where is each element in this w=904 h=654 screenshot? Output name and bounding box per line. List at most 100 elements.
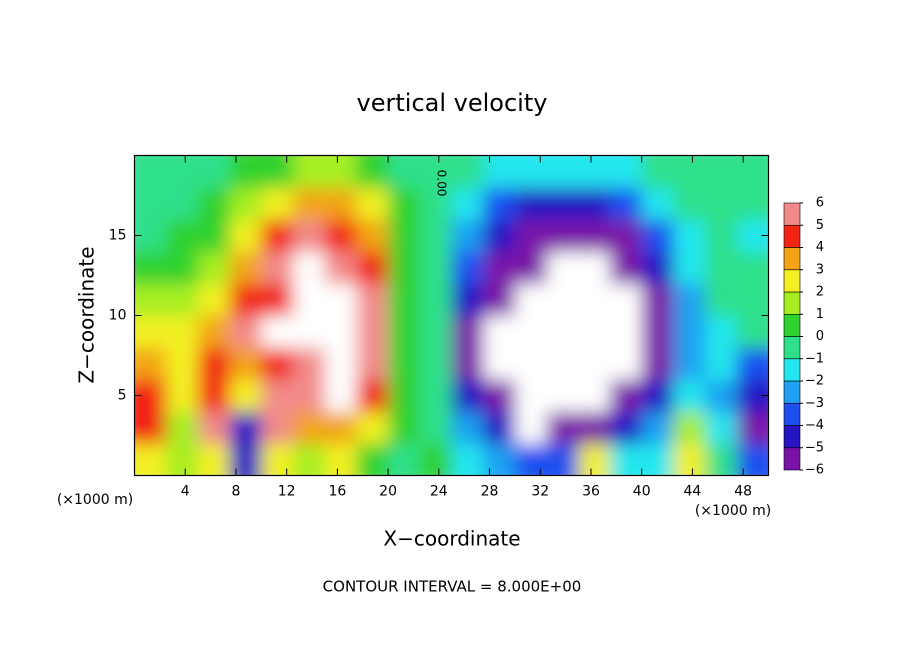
field-cell [578, 187, 611, 220]
field-cell [641, 347, 674, 380]
x-tick-label: 8 [231, 484, 240, 500]
field-cell [388, 219, 421, 252]
field-cell [166, 379, 199, 412]
field-cell [483, 187, 516, 220]
field-cell [578, 283, 611, 316]
colorbar-swatch [783, 447, 801, 471]
field-cell [673, 283, 706, 316]
field-cell [293, 347, 326, 380]
field-cell [546, 283, 579, 316]
field-cell [705, 283, 738, 316]
field-cell [229, 347, 262, 380]
field-cell [451, 347, 484, 380]
field-cell [451, 443, 484, 475]
field-cell [578, 251, 611, 284]
colorbar-swatch [783, 313, 801, 337]
field-cell [514, 411, 548, 444]
field-cell [229, 219, 262, 252]
field-cell [483, 411, 516, 444]
field-cell [166, 155, 199, 188]
field-cell [514, 347, 548, 380]
field-cell [736, 155, 769, 188]
field-cell [546, 379, 579, 412]
colorbar-label: 1 [816, 307, 824, 322]
field-cell [197, 411, 231, 444]
field-cell [324, 155, 357, 188]
field-cell [356, 155, 389, 188]
field-cell [134, 155, 167, 188]
field-cell [705, 411, 738, 444]
field-cell [610, 411, 643, 444]
field-cell [134, 283, 167, 316]
field-cell [736, 347, 769, 380]
field-cell [229, 155, 262, 188]
field-cell [483, 251, 516, 284]
field-cell [419, 379, 452, 412]
field-cell [324, 411, 357, 444]
field-cell [673, 379, 706, 412]
field-cell [514, 251, 548, 284]
field-cell [514, 379, 548, 412]
colorbar-label: 2 [816, 285, 824, 300]
field-cell [229, 379, 262, 412]
field-cell [166, 187, 199, 220]
colorbar-label: 0 [816, 329, 824, 344]
field-cell [736, 443, 769, 475]
field-cell [578, 155, 611, 188]
field-cell [578, 411, 611, 444]
field-cell [483, 155, 516, 188]
field-cell [356, 411, 389, 444]
field-cell [546, 155, 579, 188]
field-cell [388, 155, 421, 188]
cells [134, 155, 769, 475]
field-cell [451, 219, 484, 252]
field-cell [229, 187, 262, 220]
colorbar-swatch [783, 358, 801, 382]
field-cell [293, 219, 326, 252]
y-tick-label: 10 [109, 308, 127, 324]
field-cell [546, 187, 579, 220]
field-cell [451, 379, 484, 412]
field-cell [134, 187, 167, 220]
field-cell [197, 155, 231, 188]
field-cell [134, 379, 167, 412]
field-cell [293, 315, 326, 348]
field-cell [514, 315, 548, 348]
field-cell [134, 443, 167, 475]
field-cell [388, 443, 421, 475]
field-cell [324, 283, 357, 316]
contour-label: 0.00 [435, 170, 449, 197]
field-cell [514, 443, 548, 475]
field-cell [261, 347, 294, 380]
colorbar-label: 4 [816, 240, 824, 255]
x-tick-label: 48 [734, 484, 752, 500]
field-cell [514, 219, 548, 252]
field-cell [705, 251, 738, 284]
colorbar-swatch [783, 202, 801, 226]
field-cell [166, 315, 199, 348]
x-tick-label: 16 [328, 484, 346, 500]
field-cell [578, 219, 611, 252]
field-cell [324, 187, 357, 220]
field-cell [673, 347, 706, 380]
field-cell [197, 283, 231, 316]
colorbar-swatch [783, 247, 801, 271]
field-cell [261, 411, 294, 444]
field-cell [261, 187, 294, 220]
x-tick-label: 40 [633, 484, 651, 500]
field-cell [134, 347, 167, 380]
field-cell [197, 219, 231, 252]
y-tick-label: 5 [118, 388, 127, 404]
field-cell [419, 443, 452, 475]
x-tick-label: 28 [481, 484, 499, 500]
field-cell [610, 379, 643, 412]
field-cell [705, 347, 738, 380]
field-cell [578, 443, 611, 475]
field-cell [419, 187, 452, 220]
field-cell [641, 251, 674, 284]
field-cell [514, 283, 548, 316]
field-cell [356, 187, 389, 220]
field-cell [641, 411, 674, 444]
field-cell [610, 155, 643, 188]
